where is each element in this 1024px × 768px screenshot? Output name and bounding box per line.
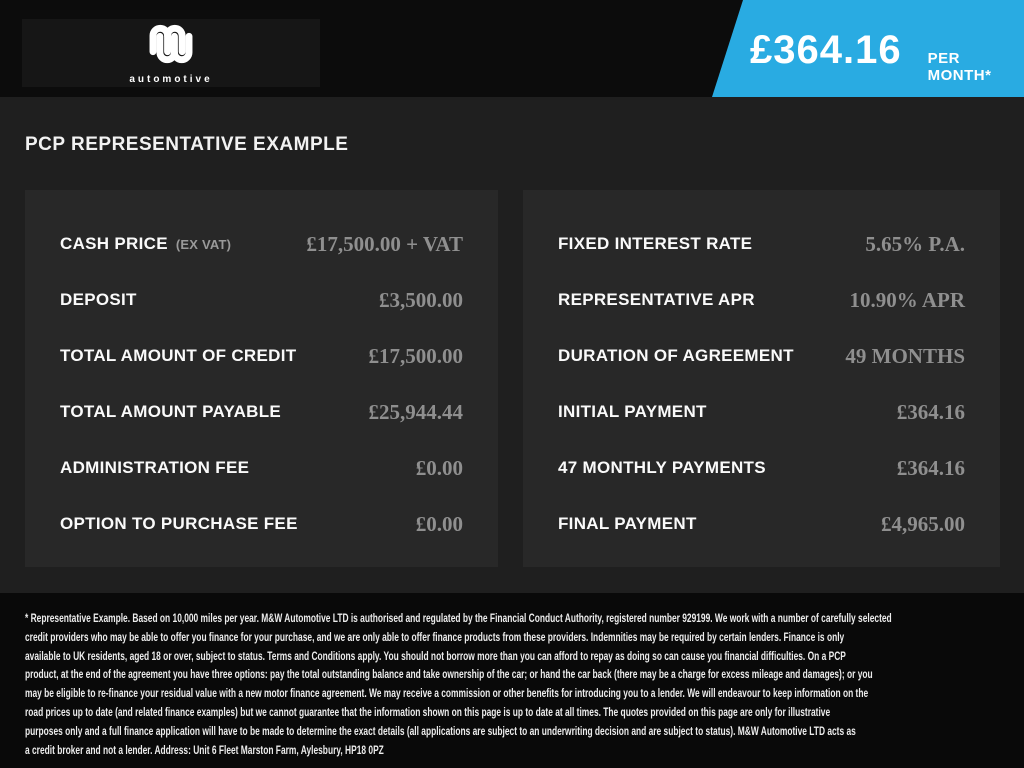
- row-value: £364.16: [896, 399, 965, 424]
- row-value: 10.90% APR: [849, 287, 966, 312]
- row-label: ADMINISTRATION FEE: [60, 458, 250, 477]
- finance-row-final-payment: FINAL PAYMENT £4,965.00: [558, 496, 965, 552]
- price-period-label: PER MONTH*: [927, 50, 992, 84]
- row-note: (EX VAT): [175, 237, 232, 252]
- finance-row-duration: DURATION OF AGREEMENT 49 MONTHS: [558, 328, 965, 384]
- disclaimer-line: purposes only and a full finance applica…: [25, 723, 856, 738]
- mw-monogram-icon: [142, 21, 200, 72]
- row-label: OPTION TO PURCHASE FEE: [60, 514, 298, 533]
- finance-row-monthly-payments: 47 MONTHLY PAYMENTS £364.16: [558, 440, 965, 496]
- finance-row-deposit: DEPOSIT £3,500.00: [60, 272, 463, 328]
- row-label: FIXED INTEREST RATE: [558, 234, 753, 253]
- row-value: £17,500.00 + VAT: [306, 231, 463, 256]
- price-banner: £364.16 PER MONTH*: [712, 0, 1024, 97]
- finance-row-apr: REPRESENTATIVE APR 10.90% APR: [558, 272, 965, 328]
- row-value: £364.16: [896, 455, 965, 480]
- row-value: 5.65% P.A.: [865, 231, 965, 256]
- brand-subtext: automotive: [129, 74, 213, 85]
- row-label: DEPOSIT: [60, 290, 137, 309]
- finance-row-total-credit: TOTAL AMOUNT OF CREDIT £17,500.00: [60, 328, 463, 384]
- row-label: DURATION OF AGREEMENT: [558, 346, 794, 365]
- disclaimer-line: road prices up to date (and related fina…: [25, 704, 831, 719]
- finance-row-total-payable: TOTAL AMOUNT PAYABLE £25,944.44: [60, 384, 463, 440]
- disclaimer-line: product, at the end of the agreement you…: [25, 667, 873, 682]
- row-label: TOTAL AMOUNT OF CREDIT: [60, 346, 297, 365]
- row-value: 49 MONTHS: [845, 343, 965, 368]
- row-value: £17,500.00: [368, 343, 464, 368]
- disclaimer-line: available to UK residents, aged 18 or ov…: [25, 648, 846, 663]
- finance-panel-right: FIXED INTEREST RATE 5.65% P.A. REPRESENT…: [523, 190, 1000, 567]
- row-value: £3,500.00: [379, 287, 463, 312]
- page-title: PCP REPRESENTATIVE EXAMPLE: [25, 134, 349, 155]
- row-value: £0.00: [415, 455, 463, 480]
- disclaimer-section: * Representative Example. Based on 10,00…: [0, 593, 1024, 768]
- row-label: TOTAL AMOUNT PAYABLE: [60, 402, 282, 421]
- finance-row-option-fee: OPTION TO PURCHASE FEE £0.00: [60, 496, 463, 552]
- row-value: £0.00: [415, 511, 463, 536]
- row-label: CASH PRICE: [60, 234, 168, 253]
- row-label: INITIAL PAYMENT: [558, 402, 707, 421]
- row-value: £4,965.00: [881, 511, 965, 536]
- finance-row-initial-payment: INITIAL PAYMENT £364.16: [558, 384, 965, 440]
- brand-logo[interactable]: automotive: [22, 19, 320, 87]
- disclaimer-line: credit providers who may be able to offe…: [25, 629, 845, 644]
- top-bar: automotive £364.16 PER MONTH*: [0, 0, 1024, 97]
- disclaimer-line: may be eligible to re-finance your resid…: [25, 686, 869, 701]
- finance-row-cash-price: CASH PRICE (EX VAT) £17,500.00 + VAT: [60, 216, 463, 272]
- row-label: 47 MONTHLY PAYMENTS: [558, 458, 766, 477]
- finance-row-interest-rate: FIXED INTEREST RATE 5.65% P.A.: [558, 216, 965, 272]
- finance-panel-left: CASH PRICE (EX VAT) £17,500.00 + VAT DEPO…: [25, 190, 498, 567]
- disclaimer-line: a credit broker and not a lender. Addres…: [25, 742, 384, 757]
- row-label: REPRESENTATIVE APR: [558, 290, 755, 309]
- row-value: £25,944.44: [368, 399, 464, 424]
- disclaimer-line: * Representative Example. Based on 10,00…: [25, 611, 892, 625]
- row-label: FINAL PAYMENT: [558, 514, 697, 533]
- monthly-price: £364.16: [750, 28, 902, 72]
- finance-row-admin-fee: ADMINISTRATION FEE £0.00: [60, 440, 463, 496]
